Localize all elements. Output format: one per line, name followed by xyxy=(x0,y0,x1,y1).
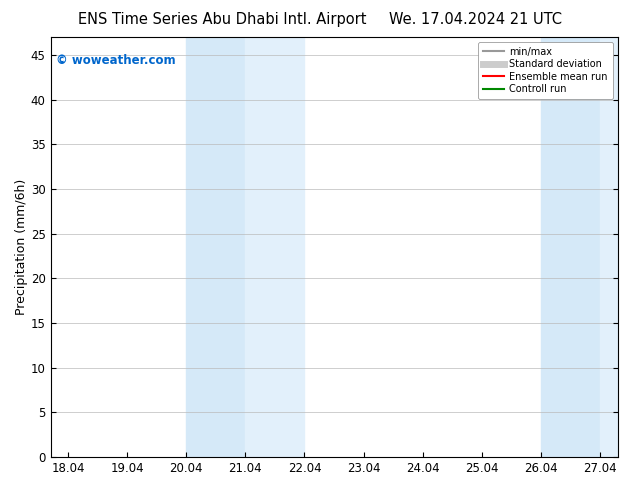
Text: © woweather.com: © woweather.com xyxy=(56,54,176,67)
Bar xyxy=(245,37,304,457)
Bar xyxy=(541,37,600,457)
Text: ENS Time Series Abu Dhabi Intl. Airport: ENS Time Series Abu Dhabi Intl. Airport xyxy=(77,12,366,27)
Legend: min/max, Standard deviation, Ensemble mean run, Controll run: min/max, Standard deviation, Ensemble me… xyxy=(478,42,612,99)
Bar xyxy=(600,37,618,457)
Text: We. 17.04.2024 21 UTC: We. 17.04.2024 21 UTC xyxy=(389,12,562,27)
Bar xyxy=(186,37,245,457)
Y-axis label: Precipitation (mm/6h): Precipitation (mm/6h) xyxy=(15,179,28,315)
